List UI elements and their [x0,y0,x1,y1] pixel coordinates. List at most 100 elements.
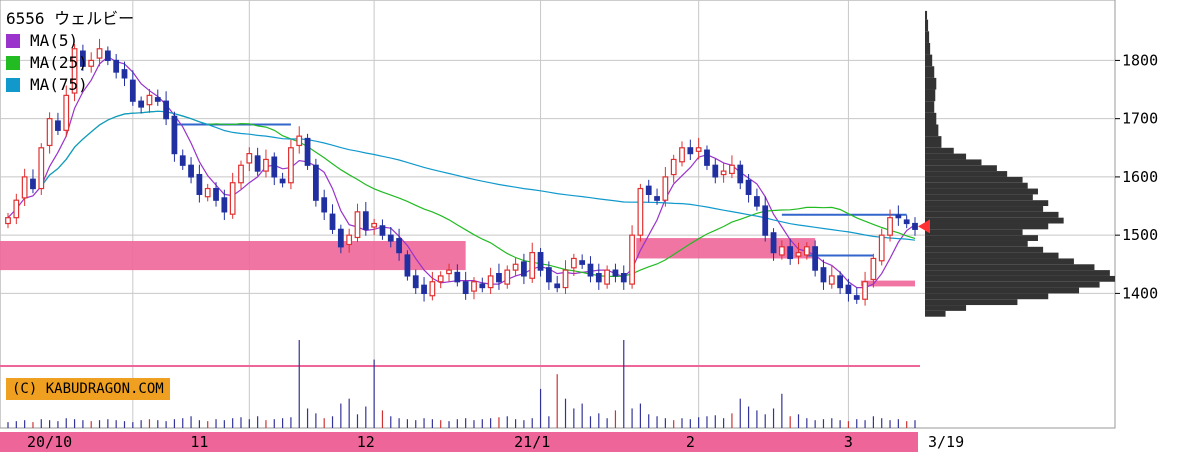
profile-bar [925,217,1064,224]
candle [71,44,78,102]
candle [80,44,86,71]
candle-body [288,147,294,184]
candle-body [138,100,145,108]
candle [412,269,419,294]
candle [63,85,70,137]
candle-body [446,269,452,275]
y-tick-label: 1800 [1122,51,1158,69]
candle-body [487,275,494,289]
candle-body [5,217,11,225]
candle [803,242,810,260]
candle-body [637,187,644,236]
candle-body [887,217,893,236]
price-zone [0,240,466,271]
candle-body [762,205,769,236]
candle-body [312,164,319,201]
candle-body [329,213,336,230]
candle [512,257,519,277]
candle-body [362,211,369,230]
candle [471,277,477,300]
profile-bar [925,235,1038,241]
candle-body [695,147,702,152]
stock-code: 6556 [6,9,45,28]
profile-bar [925,89,936,102]
candle [21,168,28,207]
candle-body [903,219,910,225]
candle-body [179,155,186,166]
candle-body [213,187,219,201]
candle [479,277,486,293]
candle [13,193,20,225]
x-tick-label: 2 [686,433,695,451]
candle [387,227,394,248]
candle [55,112,61,135]
candle-body [770,232,777,254]
candle [912,217,918,236]
candle-body [80,50,86,67]
candle-body [296,135,303,147]
legend: 6556 ウェルビー MA(5) MA(25) MA(75) [6,8,134,96]
candle [496,263,502,290]
candle-body [254,155,261,172]
candle [329,204,336,234]
profile-bar [925,258,1074,265]
profile-bar [925,223,1049,230]
candle-body [862,281,868,300]
candle [354,203,361,243]
candle-body [654,196,660,201]
legend-label-ma75: MA(75) [30,75,88,94]
candle [204,183,211,202]
price-zone [636,238,816,259]
candle [38,143,45,195]
profile-bar [925,136,942,148]
profile-bar [925,293,1049,300]
x-tick-label: 20/10 [27,433,72,451]
candle [645,179,652,203]
profile-bar [925,200,1049,207]
candle [163,91,169,126]
candle-body [754,196,760,207]
candle-body [620,273,627,283]
candle [312,158,319,207]
candle [878,228,885,266]
candle-body [837,275,843,289]
candle-body [512,263,519,271]
candle-body [870,257,877,281]
candle [396,228,402,261]
zones [0,238,915,287]
y-tick-label: 1600 [1122,168,1158,186]
candle [129,70,136,106]
candle-body [96,48,103,59]
profile-bar [925,310,946,317]
volume-bars [7,340,916,428]
price-zone [860,280,915,287]
profile-bar [925,281,1100,288]
candle-body [629,234,635,285]
candle [562,260,569,294]
candle [845,278,852,302]
candle-body [670,158,677,176]
candle-body [778,246,785,256]
candle [828,266,835,289]
candle [379,219,386,240]
candle-body [196,173,203,195]
candle [88,52,95,73]
candle [487,267,494,294]
candle-body [354,211,361,239]
candle [30,169,36,194]
candle [570,253,577,276]
candle [554,275,561,293]
candle [679,141,685,167]
candle-body [221,197,228,213]
candle [637,183,644,242]
legend-ma5: MA(5) [6,30,134,52]
candle [154,89,161,106]
candles [5,38,918,306]
candle [404,250,411,281]
profile-bar [925,211,1059,218]
candle-body [704,149,710,166]
candle [104,46,111,66]
candle-body [828,275,835,285]
candle-body [570,257,577,269]
candle [712,158,719,184]
